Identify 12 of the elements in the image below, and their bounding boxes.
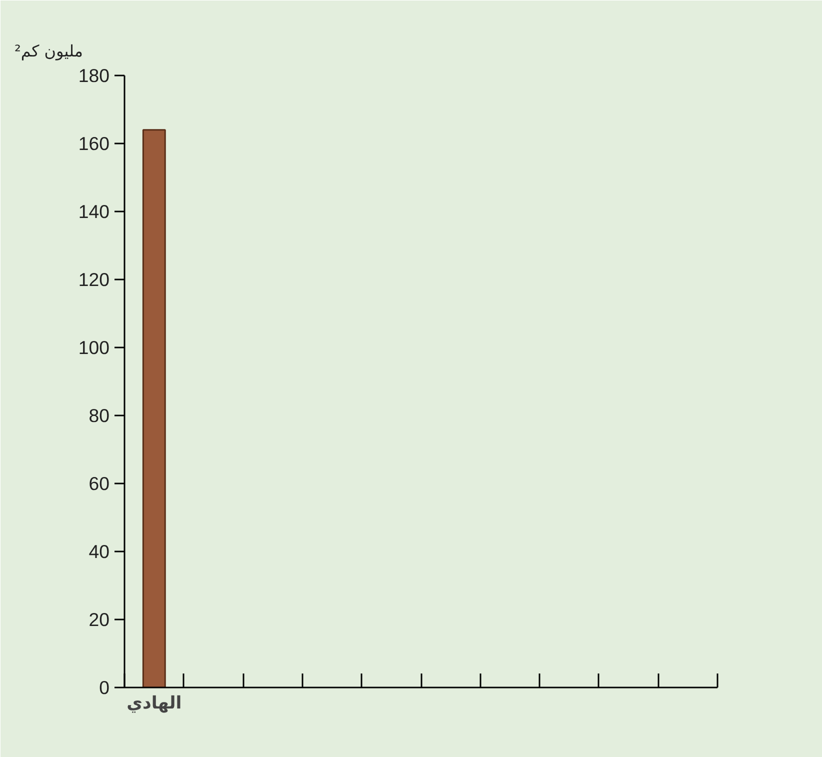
y-tick-label: 100 <box>78 337 110 358</box>
x-tick-label: الهادي <box>126 694 182 714</box>
y-tick-label: 140 <box>78 201 110 222</box>
y-tick-label: 80 <box>88 405 110 426</box>
y-tick-label: 120 <box>78 269 110 290</box>
y-tick-label: 60 <box>88 473 110 494</box>
y-axis-title: مليون كم² <box>14 42 83 60</box>
y-tick-label: 20 <box>88 609 110 630</box>
y-tick-label: 40 <box>88 541 110 562</box>
y-tick-label: 0 <box>99 677 110 698</box>
y-tick-label: 160 <box>78 133 110 154</box>
y-tick-label: 180 <box>78 65 110 86</box>
